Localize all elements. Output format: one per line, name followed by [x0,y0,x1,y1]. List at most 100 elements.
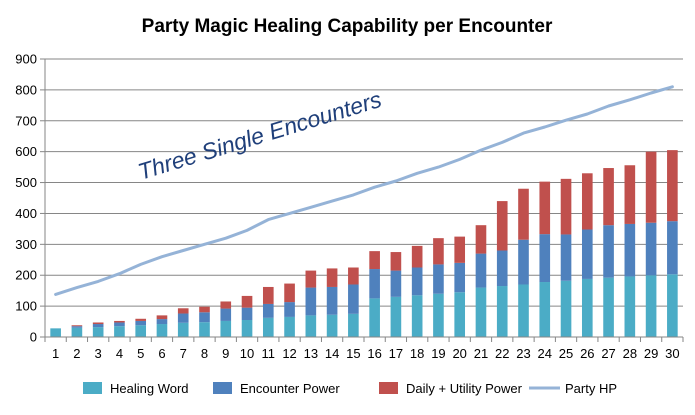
bar-encounter-power-2 [71,326,83,328]
x-tick-label-17: 17 [389,346,403,361]
x-tick-label-13: 13 [304,346,318,361]
bar-encounter-power-22 [496,250,508,287]
bar-daily-utility-power-21 [475,225,487,254]
bar-daily-utility-power-25 [560,178,572,235]
bar-daily-utility-power-18 [411,245,423,268]
y-tick-label: 100 [15,299,37,314]
bar-healing-word-20 [454,292,466,337]
y-axis-ticks: 0 100 200 300 400 500 600 700 800 900 [15,52,45,345]
bar-daily-utility-power-27 [603,168,614,226]
bar-daily-utility-power-12 [284,283,295,303]
bar-encounter-power-3 [92,324,104,328]
bar-encounter-power-25 [560,234,572,281]
bar-healing-word-12 [284,316,295,337]
bar-healing-word-6 [156,324,168,337]
bar-encounter-power-7 [177,313,189,323]
legend-swatch-healing-word [83,382,102,394]
bars [50,150,678,337]
x-tick-label-14: 14 [325,346,339,361]
bar-daily-utility-power-29 [645,151,657,223]
bar-daily-utility-power-14 [326,268,338,287]
bar-healing-word-24 [539,282,551,337]
x-tick-label-18: 18 [410,346,424,361]
bar-healing-word-9 [220,320,232,337]
bar-healing-word-14 [326,314,338,337]
bar-healing-word-2 [71,327,83,337]
bar-healing-word-26 [581,278,593,337]
bar-daily-utility-power-17 [390,252,402,271]
bar-encounter-power-18 [411,267,423,296]
bar-daily-utility-power-6 [156,315,168,320]
legend: Healing Word Encounter Power Daily + Utili… [83,381,617,396]
x-tick-label-29: 29 [644,346,658,361]
bar-encounter-power-30 [667,221,678,275]
x-tick-label-7: 7 [180,346,187,361]
bar-encounter-power-20 [454,262,466,293]
bar-healing-word-29 [645,275,657,337]
x-tick-label-19: 19 [431,346,445,361]
bar-healing-word-10 [241,320,253,337]
bar-healing-word-5 [135,325,147,337]
bar-daily-utility-power-5 [135,318,147,321]
bar-encounter-power-16 [369,269,380,299]
legend-label-daily-utility-power: Daily + Utility Power [406,381,523,396]
x-tick-label-12: 12 [282,346,296,361]
bar-daily-utility-power-26 [581,173,593,230]
bar-daily-utility-power-20 [454,236,466,263]
bar-daily-utility-power-22 [496,201,508,251]
bar-healing-word-23 [518,284,529,337]
bar-daily-utility-power-19 [433,238,444,265]
bar-daily-utility-power-24 [539,181,551,235]
legend-label-healing-word: Healing Word [110,381,189,396]
legend-label-party-hp: Party HP [565,381,617,396]
bar-encounter-power-23 [518,239,529,285]
bar-encounter-power-10 [241,307,253,321]
x-tick-label-22: 22 [495,346,509,361]
x-tick-label-6: 6 [158,346,165,361]
bar-healing-word-1 [50,328,61,337]
bar-daily-utility-power-28 [624,165,636,224]
bar-encounter-power-17 [390,270,402,297]
bar-healing-word-13 [305,315,317,337]
bar-daily-utility-power-4 [114,320,125,323]
x-tick-label-10: 10 [240,346,254,361]
bar-encounter-power-4 [114,322,125,327]
bar-encounter-power-8 [199,312,210,323]
bar-encounter-power-11 [262,303,274,318]
bar-encounter-power-5 [135,320,147,326]
legend-label-encounter-power: Encounter Power [240,381,340,396]
chart-title: Party Magic Healing Capability per Encou… [142,16,553,37]
bar-healing-word-3 [92,327,104,337]
x-tick-label-26: 26 [580,346,594,361]
bar-encounter-power-27 [603,225,614,278]
bar-encounter-power-9 [220,308,232,321]
series-line-party-hp [54,85,674,296]
x-tick-label-8: 8 [201,346,208,361]
bar-healing-word-7 [177,322,189,337]
x-tick-label-25: 25 [559,346,573,361]
y-tick-label: 800 [15,82,37,97]
bar-daily-utility-power-7 [177,308,189,314]
bar-healing-word-25 [560,280,572,337]
x-tick-label-2: 2 [73,346,80,361]
bar-daily-utility-power-15 [348,267,359,285]
bar-daily-utility-power-8 [199,306,210,313]
bar-encounter-power-6 [156,319,168,325]
annotation-three-single-encounters: Three Single Encounters [135,86,385,185]
bar-daily-utility-power-9 [220,301,232,309]
x-tick-label-16: 16 [367,346,381,361]
bar-encounter-power-26 [581,229,593,279]
legend-swatch-daily-utility-power [379,382,398,394]
x-tick-label-11: 11 [262,346,276,361]
bar-daily-utility-power-11 [262,286,274,304]
bar-encounter-power-21 [475,253,487,288]
y-tick-label: 900 [15,52,37,67]
bar-daily-utility-power-3 [92,322,104,325]
bar-healing-word-15 [348,313,359,337]
x-tick-label-9: 9 [222,346,229,361]
x-tick-label-24: 24 [538,346,552,361]
bar-healing-word-18 [411,295,423,337]
x-tick-label-1: 1 [52,346,59,361]
x-axis-ticks: 1 2 3 4 5 6 7 8 9 10 11 12 13 14 15 16 17 18 19 20 21 22 23 24 2… [44,337,684,361]
